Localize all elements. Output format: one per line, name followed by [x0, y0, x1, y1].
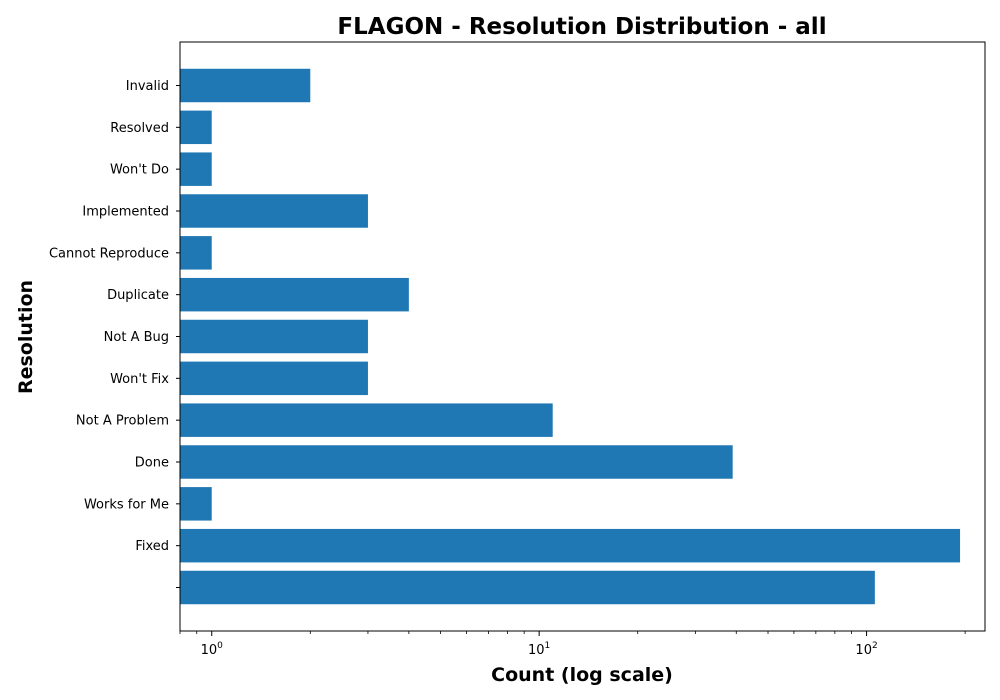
bar-cannot-reproduce — [180, 236, 212, 270]
bar-not-a-bug — [180, 319, 368, 354]
x-tick-label: 102 — [855, 641, 877, 658]
y-axis-label: Resolution — [15, 280, 37, 394]
bar-invalid — [180, 68, 311, 103]
y-tick-label: Works for Me — [84, 497, 169, 512]
y-tick-label: Implemented — [82, 205, 169, 220]
y-tick-label: Not A Bug — [104, 330, 169, 345]
chart-title: FLAGON - Resolution Distribution - all — [337, 14, 826, 40]
y-tick-label: Fixed — [135, 539, 169, 554]
y-tick-label: Not A Problem — [76, 414, 169, 429]
x-tick-label: 100 — [201, 641, 224, 658]
bar-works-for-me — [180, 487, 212, 521]
plot-frame — [179, 41, 986, 632]
y-tick-label: Duplicate — [107, 288, 169, 303]
x-axis-label: Count (log scale) — [491, 664, 673, 686]
y-tick-label: Won't Fix — [110, 372, 169, 387]
y-axis-ticks: Fixed Works for Me Done Not A Problem Won't … — [49, 79, 180, 588]
y-tick-label: Invalid — [126, 79, 169, 94]
bar-done — [180, 445, 733, 479]
y-tick-label: Resolved — [110, 121, 169, 136]
bar-won-t-fix — [180, 361, 368, 396]
bar-not-a-problem — [180, 403, 553, 437]
y-tick-label: Cannot Reproduce — [49, 246, 169, 261]
bars-group — [180, 68, 961, 605]
bar-unlabeled — [180, 570, 875, 605]
x-tick-label: 101 — [528, 641, 550, 658]
y-tick-label: Won't Do — [110, 163, 169, 178]
bar-won-t-do — [180, 152, 212, 186]
x-axis-ticks: 100 101 102 — [179, 631, 966, 658]
bar-implemented — [180, 194, 368, 228]
y-tick-label: Done — [135, 456, 169, 471]
bar-fixed — [180, 528, 961, 563]
bar-duplicate — [180, 277, 409, 312]
bar-resolved — [180, 110, 212, 145]
